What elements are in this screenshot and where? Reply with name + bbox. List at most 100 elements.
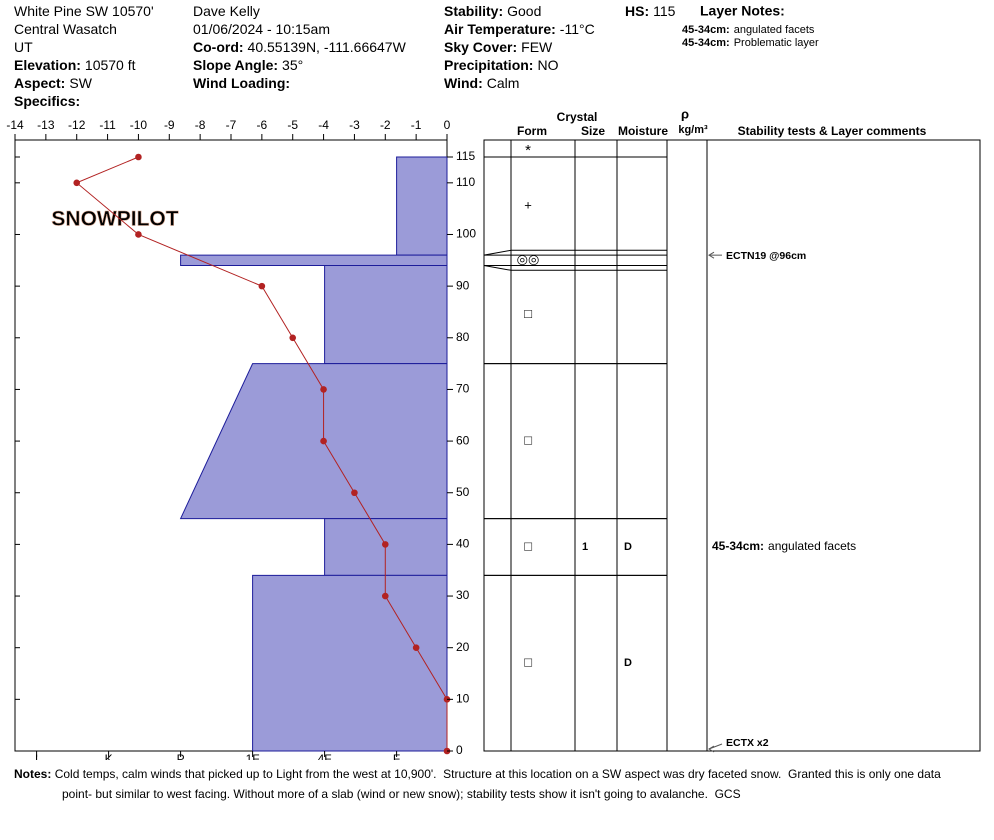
x-tick-label: -4 bbox=[318, 118, 329, 132]
temperature-point bbox=[351, 489, 358, 497]
x-tick-label: 0 bbox=[444, 118, 451, 132]
snow-profile: White Pine SW 10570' Central Wasatch UT Ele… bbox=[6, 3, 981, 760]
y-tick-label: 60 bbox=[456, 433, 470, 447]
x-tick-label: -3 bbox=[349, 118, 360, 132]
hardness-tick-label: K bbox=[105, 752, 113, 760]
header-field-label: Elevation: bbox=[14, 57, 81, 73]
hardness-layer bbox=[180, 254, 448, 266]
grain-form: □ bbox=[524, 655, 532, 670]
notes-label: Notes: bbox=[14, 767, 52, 781]
grain-form: + bbox=[524, 198, 532, 213]
y-tick-label: 40 bbox=[456, 537, 470, 551]
header-field: Specifics: bbox=[14, 93, 80, 109]
header-field: Elevation: 10570 ft bbox=[14, 57, 136, 73]
header-field-label: Sky Cover: bbox=[444, 39, 517, 55]
hardness-tick-label: P bbox=[177, 752, 185, 760]
header-field-label: Wind Loading: bbox=[193, 75, 290, 91]
header-field: Stability: Good bbox=[444, 3, 541, 19]
notes-text: Cold temps, calm winds that picked up to… bbox=[54, 767, 945, 801]
header-field: Air Temperature: -11°C bbox=[444, 21, 595, 37]
header-field-value: Central Wasatch bbox=[14, 21, 117, 37]
temperature-point bbox=[320, 437, 327, 445]
surface-form: * bbox=[525, 142, 531, 159]
header-field-value: NO bbox=[537, 57, 558, 73]
grain-form: ◎◎ bbox=[517, 252, 540, 267]
header-field-value: Dave Kelly bbox=[193, 3, 260, 19]
y-tick-label: 30 bbox=[456, 588, 470, 602]
grain-form: □ bbox=[524, 433, 532, 448]
table-frame bbox=[483, 139, 981, 752]
temperature-point bbox=[289, 334, 297, 342]
header-field-value: 35° bbox=[282, 57, 303, 73]
test-arrowhead bbox=[708, 251, 715, 259]
layer-comment-value: angulated facets bbox=[768, 539, 856, 553]
x-tick-label: -10 bbox=[130, 118, 148, 132]
header-field: White Pine SW 10570' bbox=[14, 3, 154, 19]
header-field: Precipitation: NO bbox=[444, 57, 559, 73]
header-field: UT bbox=[14, 39, 33, 55]
layer-note: 45-34cm: Problematic layer bbox=[682, 37, 819, 49]
header-field-value: Good bbox=[507, 3, 541, 19]
x-tick-label: -9 bbox=[164, 118, 175, 132]
temperature-point bbox=[73, 179, 81, 187]
hardness-tick-label: I bbox=[35, 752, 38, 760]
y-tick-label: 100 bbox=[456, 227, 476, 241]
moisture: D bbox=[624, 657, 632, 669]
x-tick-label: -11 bbox=[99, 118, 116, 132]
stability-test: ECTN19 @96cm bbox=[726, 250, 806, 262]
header-field-value: 40.55139N, -111.66647W bbox=[248, 39, 407, 55]
header-field-value: White Pine SW 10570' bbox=[14, 3, 154, 19]
header-field: Wind: Calm bbox=[444, 75, 519, 91]
x-tick-label: -5 bbox=[287, 118, 298, 132]
layer-boundary bbox=[483, 249, 667, 256]
x-tick-label: -13 bbox=[37, 118, 55, 132]
table-header: Form bbox=[517, 124, 547, 138]
header-field-label: HS: bbox=[625, 3, 649, 19]
header-field-value: SW bbox=[69, 75, 92, 91]
temperature-point bbox=[381, 541, 389, 548]
header-field-value: 115 bbox=[653, 3, 676, 19]
header-field-label: Specifics: bbox=[14, 93, 80, 109]
header-field: Central Wasatch bbox=[14, 21, 117, 37]
header-field-value: 01/06/2024 - 10:15am bbox=[193, 21, 330, 37]
header-field: Aspect: SW bbox=[14, 75, 93, 91]
header-field-label: Stability: bbox=[444, 3, 503, 19]
temperature-point bbox=[381, 592, 389, 600]
hardness-tick-label: 4F bbox=[318, 752, 332, 760]
x-tick-label: -12 bbox=[68, 118, 86, 132]
table-header: Crystal bbox=[557, 110, 598, 124]
table-header: Moisture bbox=[618, 124, 668, 138]
header-field: Dave Kelly bbox=[193, 3, 260, 19]
y-tick-label: 80 bbox=[456, 330, 470, 344]
header-field-value: FEW bbox=[521, 39, 553, 55]
header-field-value: Calm bbox=[487, 75, 520, 91]
temperature-point bbox=[135, 153, 142, 161]
layer-note-value: angulated facets bbox=[734, 24, 815, 36]
header-field-label: Air Temperature: bbox=[444, 21, 556, 37]
x-tick-label: -1 bbox=[411, 118, 422, 132]
table-header: kg/m³ bbox=[678, 124, 708, 136]
header-field-value: UT bbox=[14, 39, 33, 55]
layer-note-label: 45-34cm: bbox=[682, 37, 730, 49]
hardness-layer bbox=[396, 156, 448, 256]
table-header: Size bbox=[581, 124, 605, 138]
x-tick-label: -14 bbox=[6, 118, 24, 132]
y-tick-label: 115 bbox=[456, 149, 475, 163]
y-tick-label: 0 bbox=[456, 743, 463, 757]
header-field-label: Precipitation: bbox=[444, 57, 533, 73]
layer-comment-label: 45-34cm: bbox=[712, 539, 764, 553]
temperature-point bbox=[412, 644, 420, 651]
hardness-tick-label: F bbox=[393, 752, 400, 760]
x-tick-label: -6 bbox=[257, 118, 268, 132]
x-tick-label: -8 bbox=[195, 118, 206, 132]
layer-note-value: Problematic layer bbox=[734, 37, 819, 49]
y-tick-label: 110 bbox=[456, 175, 475, 189]
temperature-point bbox=[320, 386, 327, 393]
x-tick-label: -2 bbox=[380, 118, 391, 132]
temperature-point bbox=[135, 231, 142, 238]
grain-size: 1 bbox=[582, 541, 588, 553]
test-arrowhead bbox=[708, 745, 715, 753]
header-field: Sky Cover: FEW bbox=[444, 39, 553, 55]
layer-boundary bbox=[483, 264, 667, 271]
